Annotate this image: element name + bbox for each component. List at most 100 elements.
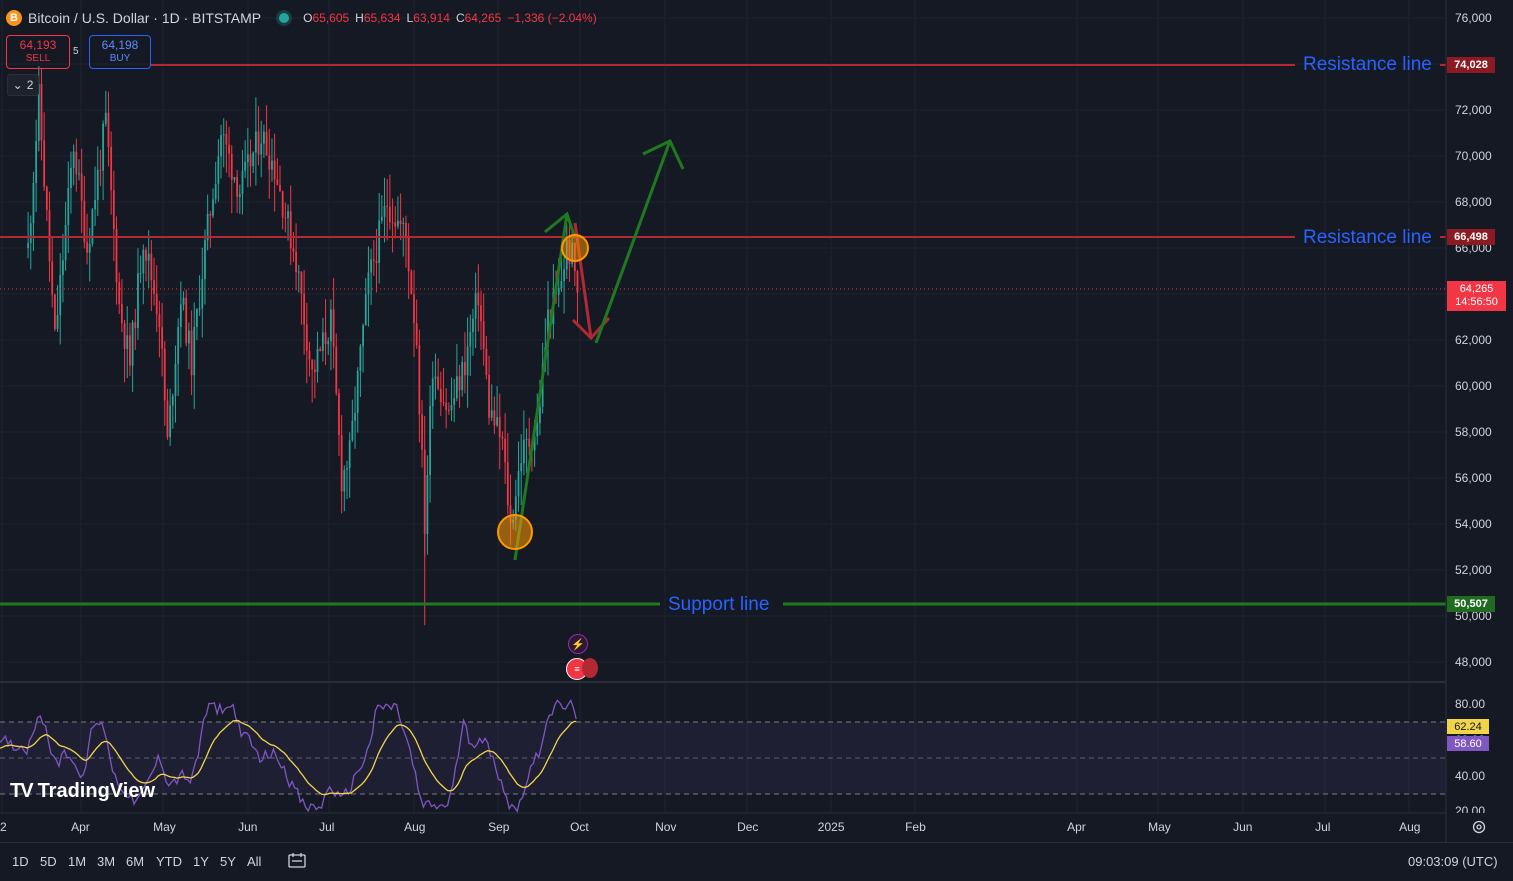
candle-body: [455, 376, 458, 399]
candle: [115, 216, 118, 305]
symbol-title[interactable]: Bitcoin / U.S. Dollar · 1D · BITSTAMP: [28, 10, 262, 26]
timeframe-3m-button[interactable]: 3M: [97, 854, 116, 869]
candle: [450, 377, 453, 422]
candle-body: [88, 243, 91, 253]
highlight-circle-high[interactable]: [561, 234, 589, 262]
candle: [388, 174, 391, 230]
candle: [233, 176, 236, 183]
resistance-label-mid[interactable]: Resistance line: [1303, 227, 1432, 248]
event-stack-icon[interactable]: [582, 658, 598, 678]
candle: [225, 120, 228, 173]
timeframe-6m-button[interactable]: 6M: [126, 854, 145, 869]
candle: [563, 256, 565, 314]
buy-price: 64,198: [101, 38, 139, 52]
candle: [305, 302, 308, 384]
candle-body: [96, 169, 99, 200]
candle-body: [472, 318, 474, 333]
timeframe-ytd-button[interactable]: YTD: [156, 854, 182, 869]
candle-body: [464, 362, 466, 376]
candle: [260, 120, 263, 178]
candle: [439, 371, 442, 417]
resistance-label-top[interactable]: Resistance line: [1303, 54, 1432, 75]
candle-body: [324, 332, 327, 345]
calendar-range-icon[interactable]: [288, 852, 306, 868]
candle: [201, 247, 204, 338]
support-label[interactable]: Support line: [668, 594, 770, 615]
time-axis-label: Aug: [1399, 820, 1421, 834]
candle: [485, 335, 488, 380]
price-axis-label: 50,000: [1455, 609, 1492, 623]
candle: [153, 257, 155, 306]
candle-body: [276, 179, 279, 185]
resistance-mid-price-tag: 66,498: [1447, 229, 1495, 245]
candle: [110, 131, 113, 215]
timeframe-1d-button[interactable]: 1D: [12, 854, 29, 869]
candle-body: [364, 294, 367, 326]
candle: [29, 215, 32, 270]
candle: [413, 270, 415, 357]
time-axis-label: 2: [0, 820, 7, 834]
candle-body: [560, 281, 563, 289]
ohlc-change: −1,336 (−2.04%): [507, 11, 597, 25]
lightning-event-icon[interactable]: ⚡: [568, 634, 588, 654]
settings-gear-icon[interactable]: [1471, 819, 1487, 835]
projection-arrow-green-rise-head[interactable]: [544, 211, 577, 239]
candle-body: [319, 348, 322, 351]
candle: [477, 264, 480, 332]
candle-body: [480, 305, 482, 322]
candle: [80, 148, 83, 233]
candle-body: [212, 199, 214, 216]
timeframe-1m-button[interactable]: 1M: [68, 854, 87, 869]
timeframe-5d-button[interactable]: 5D: [40, 854, 57, 869]
candle-body: [70, 167, 72, 188]
candle-body: [289, 211, 292, 249]
timeframe-5y-button[interactable]: 5Y: [220, 854, 236, 869]
candle: [506, 432, 509, 515]
time-axis-label: Oct: [570, 820, 589, 834]
candle: [169, 388, 172, 446]
candle-body: [94, 199, 96, 210]
symbol-header[interactable]: B Bitcoin / U.S. Dollar · 1D · BITSTAMP …: [6, 8, 603, 28]
candle: [335, 333, 338, 396]
candle-body: [64, 224, 67, 261]
candle-body: [185, 297, 188, 344]
candle: [86, 213, 88, 265]
utc-clock[interactable]: 09:03:09 (UTC): [1408, 854, 1498, 869]
candle-body: [222, 134, 225, 136]
projection-arrow-green-target[interactable]: [594, 140, 672, 344]
time-axis-label: 2025: [817, 820, 845, 834]
projection-arrow-green-target-head[interactable]: [642, 138, 685, 170]
timeframe-1y-button[interactable]: 1Y: [193, 854, 209, 869]
candle: [356, 367, 359, 433]
candle: [120, 279, 123, 333]
candle-body: [169, 405, 172, 438]
candle: [139, 255, 142, 284]
candle: [458, 364, 461, 408]
candle: [209, 210, 212, 248]
candle-body: [163, 348, 166, 401]
candle-body: [305, 324, 308, 351]
projection-arrow-green-rise[interactable]: [513, 213, 569, 561]
sell-button[interactable]: 64,193 SELL: [6, 35, 70, 69]
candle-body: [359, 346, 362, 372]
timeframe-all-button[interactable]: All: [247, 854, 262, 869]
candle-body: [187, 330, 190, 344]
price-axis-label: 58,000: [1455, 425, 1492, 439]
candle-body: [48, 210, 51, 262]
ohlc-high: H65,634: [355, 11, 401, 25]
candle: [268, 128, 271, 199]
highlight-circle-low[interactable]: [497, 514, 533, 550]
candle: [212, 188, 214, 219]
candle-body: [236, 177, 239, 198]
candle: [311, 359, 314, 403]
candle: [161, 303, 163, 377]
candle-body: [179, 304, 182, 327]
market-status-icon[interactable]: [279, 13, 290, 23]
candle: [166, 388, 169, 440]
candle-body: [292, 248, 295, 252]
buy-button[interactable]: 64,198 BUY: [89, 35, 151, 69]
indicators-collapse-button[interactable]: ⌄ 2: [7, 74, 39, 96]
candle-body: [268, 155, 271, 170]
candle-body: [308, 350, 311, 360]
